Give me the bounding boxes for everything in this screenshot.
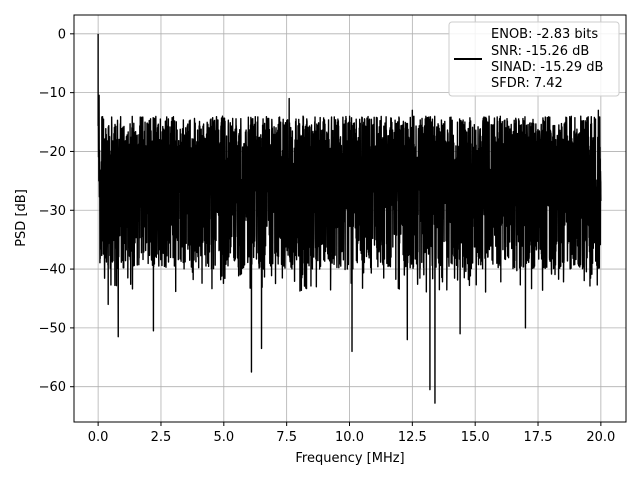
x-tick-label: 10.0 xyxy=(335,430,364,445)
y-tick-label: −40 xyxy=(39,263,66,278)
y-axis-label: PSD [dB] xyxy=(14,189,29,247)
x-tick-label: 0.0 xyxy=(88,430,109,445)
y-tick-label: −10 xyxy=(39,86,66,101)
y-tick-label: 0 xyxy=(58,27,66,42)
y-tick-label: −20 xyxy=(39,145,66,160)
x-axis-label: Frequency [MHz] xyxy=(295,451,404,466)
x-tick-label: 15.0 xyxy=(461,430,490,445)
y-axis-ticks: 0 −10 −20 −30 −40 −50 −60 xyxy=(39,27,74,395)
x-tick-label: 12.5 xyxy=(398,430,427,445)
legend: ENOB: -2.83 bits SNR: -15.26 dB SINAD: -… xyxy=(448,21,620,97)
y-tick-label: −60 xyxy=(39,380,66,395)
legend-line-enob: ENOB: -2.83 bits xyxy=(491,27,598,42)
x-tick-label: 5.0 xyxy=(213,430,234,445)
x-tick-label: 2.5 xyxy=(151,430,172,445)
legend-box xyxy=(448,21,620,97)
legend-line-sfdr: SFDR: 7.42 xyxy=(491,76,563,91)
psd-series xyxy=(97,33,602,404)
x-tick-label: 7.5 xyxy=(276,430,297,445)
y-tick-label: −30 xyxy=(39,204,66,219)
psd-trace xyxy=(97,33,602,404)
legend-line-sinad: SINAD: -15.29 dB xyxy=(491,60,603,75)
x-tick-label: 17.5 xyxy=(524,430,553,445)
x-tick-label: 20.0 xyxy=(586,430,615,445)
legend-line-snr: SNR: -15.26 dB xyxy=(491,44,589,59)
plot-frame xyxy=(73,14,627,423)
x-axis-ticks: 0.0 2.5 5.0 7.5 10.0 12.5 15.0 17.5 20.0 xyxy=(88,422,615,445)
y-tick-label: −50 xyxy=(39,321,66,336)
